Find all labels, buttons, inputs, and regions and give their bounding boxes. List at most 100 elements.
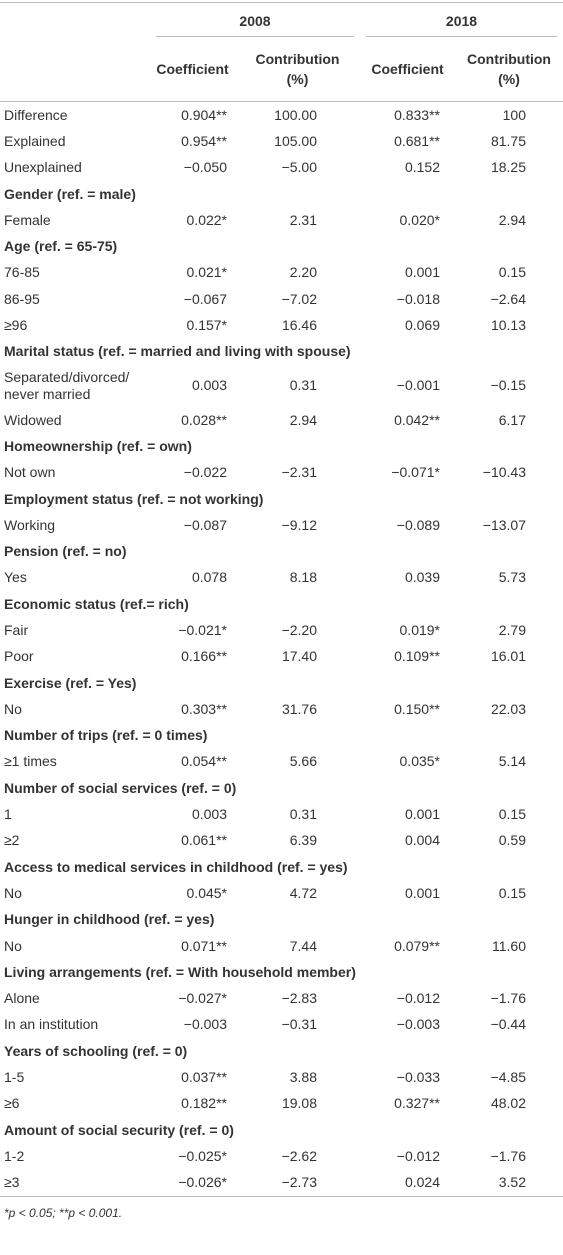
cell-value: 0.042**: [394, 411, 440, 428]
row-label: Female: [4, 211, 51, 228]
cell-value: 2.31: [289, 211, 317, 228]
section-label: Gender (ref. = male): [4, 185, 136, 202]
section-label: Employment status (ref. = not working): [4, 490, 264, 507]
section-row: Number of social services (ref. = 0): [0, 775, 563, 801]
cell-value: −1.76: [490, 1147, 526, 1164]
data-table: 2008 2018 Coefficient Contribution (%) C…: [0, 2, 563, 1197]
cell-value: 17.40: [281, 648, 317, 665]
section-label: Age (ref. = 65-75): [4, 238, 118, 255]
data-row: Working −0.087 −9.12 −0.089 −13.07: [0, 512, 563, 538]
data-row: Difference 0.904** 100.00 0.833** 100: [0, 102, 563, 129]
cell-value: 0.681**: [394, 132, 440, 149]
cell-value: −9.12: [281, 516, 317, 533]
data-row: 1-2 −0.025* −2.62 −0.012 −1.76: [0, 1143, 563, 1169]
section-row: Economic status (ref.= rich): [0, 591, 563, 617]
data-row: 86-95 −0.067 −7.02 −0.018 −2.64: [0, 286, 563, 312]
data-row: ≥2 0.061** 6.39 0.004 0.59: [0, 828, 563, 854]
cell-value: 0.157*: [186, 317, 227, 334]
cell-value: 0.021*: [186, 264, 227, 281]
row-label: No: [4, 937, 22, 954]
row-label: Widowed: [4, 411, 62, 428]
cell-value: −2.31: [281, 464, 317, 481]
data-row: No 0.045* 4.72 0.001 0.15: [0, 880, 563, 906]
cell-value: −4.85: [490, 1069, 526, 1086]
cell-value: 0.037**: [181, 1069, 227, 1086]
data-row: Female 0.022* 2.31 0.020* 2.94: [0, 207, 563, 233]
cell-value: 0.022*: [186, 211, 227, 228]
corner: [0, 37, 150, 102]
section-row: Marital status (ref. = married and livin…: [0, 339, 563, 365]
data-row: No 0.071** 7.44 0.079** 11.60: [0, 933, 563, 959]
cell-value: 19.08: [281, 1095, 317, 1112]
section-label: Amount of social security (ref. = 0): [4, 1121, 234, 1138]
column-header: Contribution (%): [455, 37, 563, 102]
row-label: Difference: [4, 106, 68, 123]
section-label: Economic status (ref.= rich): [4, 595, 189, 612]
section-label: Exercise (ref. = Yes): [4, 674, 137, 691]
section-label: Pension (ref. = no): [4, 543, 127, 560]
year-header: 2018: [360, 3, 563, 37]
row-label: ≥6: [4, 1095, 20, 1112]
section-row: Number of trips (ref. = 0 times): [0, 723, 563, 749]
row-label: Yes: [4, 569, 27, 586]
data-row: Unexplained −0.050 −5.00 0.152 18.25: [0, 155, 563, 181]
cell-value: −1.76: [490, 990, 526, 1007]
row-label: ≥1 times: [4, 753, 57, 770]
cell-value: −5.00: [281, 159, 317, 176]
section-row: Amount of social security (ref. = 0): [0, 1117, 563, 1143]
cell-value: 48.02: [490, 1095, 526, 1112]
corner: [0, 3, 150, 38]
section-label: Access to medical services in childhood …: [4, 858, 348, 875]
data-row: Fair −0.021* −2.20 0.019* 2.79: [0, 617, 563, 643]
row-label: 1-5: [4, 1069, 25, 1086]
cell-value: −0.026*: [178, 1174, 227, 1191]
row-label: No: [4, 884, 22, 901]
cell-value: 16.01: [490, 648, 526, 665]
cell-value: 11.60: [492, 937, 526, 954]
row-label: ≥96: [4, 317, 28, 334]
cell-value: 31.76: [281, 700, 317, 717]
cell-value: −10.43: [482, 464, 526, 481]
data-row: Explained 0.954** 105.00 0.681** 81.75: [0, 128, 563, 154]
cell-value: 81.75: [490, 132, 526, 149]
row-label: 1: [4, 806, 12, 823]
cell-value: 0.054**: [181, 753, 227, 770]
cell-value: 0.152: [404, 159, 440, 176]
cell-value: −0.089: [396, 516, 440, 533]
section-label: Number of trips (ref. = 0 times): [4, 727, 208, 744]
row-label: Fair: [4, 621, 29, 638]
cell-value: −0.003: [396, 1016, 440, 1033]
year-label: 2018: [366, 3, 557, 37]
year-label: 2008: [156, 3, 354, 37]
cell-value: 0.045*: [186, 884, 227, 901]
column-header: Coefficient: [360, 37, 455, 102]
data-row: Not own −0.022 −2.31 −0.071* −10.43: [0, 460, 563, 486]
row-label: Unexplained: [4, 159, 82, 176]
cell-value: −0.31: [281, 1016, 317, 1033]
row-label: Poor: [4, 648, 34, 665]
row-label: Working: [4, 516, 56, 533]
cell-value: −0.021*: [178, 621, 227, 638]
data-row: ≥6 0.182** 19.08 0.327** 48.02: [0, 1091, 563, 1117]
row-label: Separated/divorced/ never married: [4, 368, 130, 402]
cell-value: 0.150**: [394, 700, 440, 717]
cell-value: −0.018: [396, 290, 440, 307]
cell-value: −0.012: [396, 990, 440, 1007]
cell-value: 0.019*: [399, 621, 440, 638]
row-label: 1-2: [4, 1147, 25, 1164]
cell-value: 0.078: [191, 569, 227, 586]
section-label: Years of schooling (ref. = 0): [4, 1042, 188, 1059]
cell-value: −0.15: [490, 377, 526, 394]
column-row: Coefficient Contribution (%) Coefficient…: [0, 37, 563, 102]
section-row: Years of schooling (ref. = 0): [0, 1038, 563, 1064]
cell-value: 0.904**: [181, 106, 227, 123]
row-label: ≥3: [4, 1174, 20, 1191]
cell-value: 105.00: [274, 132, 317, 149]
cell-value: 3.52: [498, 1174, 526, 1191]
section-row: Gender (ref. = male): [0, 181, 563, 207]
data-row: Poor 0.166** 17.40 0.109** 16.01: [0, 644, 563, 670]
cell-value: 8.18: [289, 569, 317, 586]
row-label: Not own: [4, 464, 56, 481]
section-label: Homeownership (ref. = own): [4, 437, 192, 454]
